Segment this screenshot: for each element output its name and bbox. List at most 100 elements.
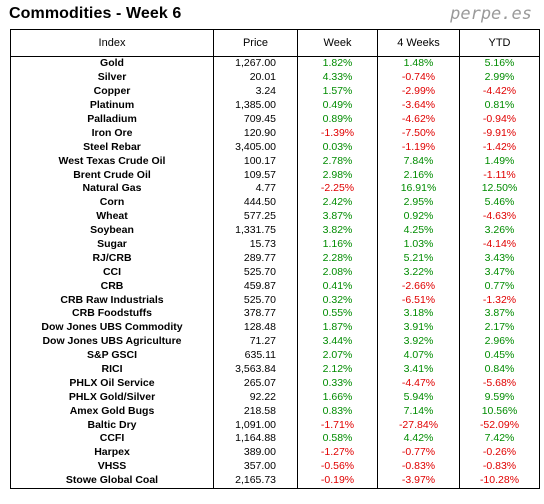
four-weeks-change-cell: -4.47% [377,376,460,391]
index-cell: RJ/CRB [10,251,214,266]
week-change-cell: 0.32% [297,293,378,308]
table-row: Silver 20.01 4.33% -0.74% 2.99% [10,70,540,85]
week-change-cell: 3.44% [297,334,378,349]
table-row: Stowe Global Coal 2,165.73 -0.19% -3.97% -10… [10,473,540,489]
index-cell: RICI [10,362,214,377]
index-cell: Silver [10,70,214,85]
four-weeks-change-cell: -0.77% [377,445,460,460]
price-cell: 120.90 [213,126,298,141]
price-cell: 1,331.75 [213,223,298,238]
ytd-change-cell: -10.28% [459,473,540,489]
week-change-cell: 2.98% [297,168,378,183]
week-change-cell: 2.12% [297,362,378,377]
week-change-cell: 3.82% [297,223,378,238]
four-weeks-change-cell: 4.25% [377,223,460,238]
week-change-cell: 1.57% [297,84,378,99]
table-row: RICI 3,563.84 2.12% 3.41% 0.84% [10,362,540,377]
ytd-change-cell: -0.94% [459,112,540,127]
ytd-change-cell: -5.68% [459,376,540,391]
price-cell: 635.11 [213,348,298,363]
four-weeks-change-cell: 0.92% [377,209,460,224]
week-change-cell: 0.41% [297,279,378,294]
four-weeks-change-cell: 3.18% [377,307,460,321]
table-row: Brent Crude Oil 109.57 2.98% 2.16% -1.11% [10,168,540,183]
four-weeks-change-cell: 2.95% [377,195,460,210]
table-row: Copper 3.24 1.57% -2.99% -4.42% [10,84,540,99]
four-weeks-change-cell: 3.91% [377,320,460,335]
four-weeks-change-cell: -27.84% [377,418,460,433]
week-change-cell: 0.33% [297,376,378,391]
table-row: CRB Foodstuffs 378.77 0.55% 3.18% 3.87% [10,307,540,321]
price-cell: 2,165.73 [213,473,298,489]
four-weeks-change-cell: -2.66% [377,279,460,294]
table-row: CCFI 1,164.88 0.58% 4.42% 7.42% [10,432,540,446]
table-row: Steel Rebar 3,405.00 0.03% -1.19% -1.42% [10,140,540,155]
index-cell: Dow Jones UBS Agriculture [10,334,214,349]
week-change-cell: -0.56% [297,459,378,474]
week-change-cell: 0.58% [297,432,378,446]
ytd-change-cell: -52.09% [459,418,540,433]
price-cell: 525.70 [213,265,298,280]
four-weeks-change-cell: -6.51% [377,293,460,308]
table-row: CRB Raw Industrials 525.70 0.32% -6.51% -1.3… [10,293,540,308]
ytd-change-cell: 3.26% [459,223,540,238]
week-change-cell: 2.28% [297,251,378,266]
index-cell: PHLX Gold/Silver [10,390,214,405]
table-body: Gold 1,267.00 1.82% 1.48% 5.16% Silver 20.01 4.… [10,56,540,489]
four-weeks-change-cell: 3.92% [377,334,460,349]
ytd-change-cell: -4.14% [459,237,540,252]
table-row: Iron Ore 120.90 -1.39% -7.50% -9.91% [10,126,540,141]
index-cell: Soybean [10,223,214,238]
table-row: CCI 525.70 2.08% 3.22% 3.47% [10,265,540,280]
column-header-4-weeks: 4 Weeks [377,29,460,57]
ytd-change-cell: -1.32% [459,293,540,308]
price-cell: 525.70 [213,293,298,308]
table-row: Palladium 709.45 0.89% -4.62% -0.94% [10,112,540,127]
index-cell: Dow Jones UBS Commodity [10,320,214,335]
price-cell: 1,267.00 [213,56,298,71]
week-change-cell: -1.39% [297,126,378,141]
week-change-cell: 2.42% [297,195,378,210]
four-weeks-change-cell: 4.07% [377,348,460,363]
four-weeks-change-cell: 1.48% [377,56,460,71]
four-weeks-change-cell: 5.21% [377,251,460,266]
week-change-cell: 3.87% [297,209,378,224]
four-weeks-change-cell: 1.03% [377,237,460,252]
table-row: PHLX Gold/Silver 92.22 1.66% 5.94% 9.59% [10,390,540,405]
column-header-ytd: YTD [459,29,540,57]
price-cell: 265.07 [213,376,298,391]
index-cell: Wheat [10,209,214,224]
ytd-change-cell: 0.84% [459,362,540,377]
ytd-change-cell: 9.59% [459,390,540,405]
commodities-table: Index Price Week 4 Weeks YTD Gold 1,267.0… [10,29,540,489]
four-weeks-change-cell: -1.19% [377,140,460,155]
price-cell: 109.57 [213,168,298,183]
price-cell: 15.73 [213,237,298,252]
ytd-change-cell: 12.50% [459,182,540,196]
index-cell: Iron Ore [10,126,214,141]
week-change-cell: 1.82% [297,56,378,71]
four-weeks-change-cell: -3.97% [377,473,460,489]
price-cell: 709.45 [213,112,298,127]
four-weeks-change-cell: -3.64% [377,98,460,113]
four-weeks-change-cell: 2.16% [377,168,460,183]
week-change-cell: 0.83% [297,404,378,419]
ytd-change-cell: -0.26% [459,445,540,460]
index-cell: Steel Rebar [10,140,214,155]
ytd-change-cell: -0.83% [459,459,540,474]
table-row: PHLX Oil Service 265.07 0.33% -4.47% -5.68% [10,376,540,391]
index-cell: Gold [10,56,214,71]
price-cell: 1,091.00 [213,418,298,433]
table-row: Gold 1,267.00 1.82% 1.48% 5.16% [10,56,540,71]
ytd-change-cell: 0.45% [459,348,540,363]
table-header-row: Index Price Week 4 Weeks YTD [10,29,540,57]
ytd-change-cell: 2.17% [459,320,540,335]
price-cell: 4.77 [213,182,298,196]
four-weeks-change-cell: 4.42% [377,432,460,446]
week-change-cell: -2.25% [297,182,378,196]
table-row: Dow Jones UBS Agriculture 71.27 3.44% 3.92%… [10,334,540,349]
table-row: Amex Gold Bugs 218.58 0.83% 7.14% 10.56% [10,404,540,419]
price-cell: 100.17 [213,154,298,169]
week-change-cell: 2.78% [297,154,378,169]
index-cell: PHLX Oil Service [10,376,214,391]
